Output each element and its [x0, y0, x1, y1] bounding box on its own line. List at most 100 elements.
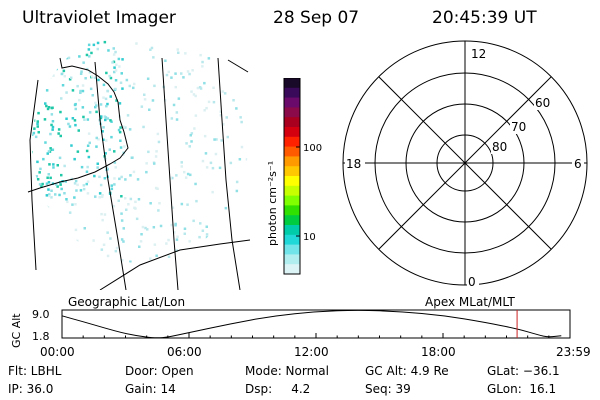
emission-pixel: [238, 88, 241, 91]
emission-pixel: [165, 73, 169, 77]
emission-pixel: [222, 123, 225, 126]
emission-pixel: [130, 156, 134, 159]
emission-pixel: [36, 178, 40, 181]
emission-pixel: [83, 118, 86, 121]
emission-pixel: [188, 145, 191, 148]
emission-pixel: [110, 184, 113, 187]
emission-pixel: [36, 125, 39, 128]
emission-pixel: [114, 50, 117, 54]
emission-pixel: [100, 248, 104, 251]
emission-pixel: [205, 233, 209, 236]
emission-pixel: [207, 251, 210, 255]
emission-pixel: [106, 102, 109, 106]
emission-pixel: [113, 183, 116, 186]
emission-pixel: [205, 236, 209, 239]
emission-pixel: [94, 195, 97, 198]
emission-pixel: [120, 212, 123, 215]
emission-pixel: [68, 211, 72, 214]
emission-pixel: [239, 116, 242, 119]
emission-pixel: [229, 161, 233, 165]
emission-pixel: [183, 227, 187, 230]
emission-pixel: [102, 138, 105, 141]
emission-pixel: [114, 69, 118, 72]
emission-pixel: [61, 84, 65, 87]
emission-pixel: [164, 59, 167, 62]
emission-pixel: [47, 106, 51, 109]
emission-pixel: [50, 56, 54, 59]
emission-pixel: [250, 224, 253, 227]
mode-info: Mode: Normal: [245, 364, 329, 378]
emission-pixel: [102, 83, 106, 87]
emission-pixel: [66, 200, 69, 204]
emission-pixel: [186, 203, 189, 206]
emission-pixel: [199, 255, 202, 259]
emission-pixel: [180, 161, 183, 164]
emission-pixel: [56, 164, 59, 167]
mlat-label-70: 70: [511, 120, 526, 134]
emission-pixel: [184, 52, 187, 55]
orbit-altitude-timeline: GC Alt 9.0 1.8 00:00 06:00 12:00 18:00 2…: [10, 308, 591, 359]
emission-pixel: [41, 214, 44, 217]
emission-pixel: [60, 97, 63, 100]
emission-pixel: [112, 204, 116, 208]
emission-pixel: [129, 197, 133, 201]
emission-pixel: [113, 70, 116, 74]
emission-pixel: [71, 203, 74, 206]
emission-pixel: [101, 194, 104, 197]
emission-pixel: [44, 141, 47, 144]
emission-pixel: [232, 99, 235, 102]
altitude-curve: [61, 309, 562, 339]
emission-pixel: [103, 213, 107, 216]
emission-pixel: [46, 246, 50, 250]
gain-info: Gain: 14: [125, 382, 176, 396]
colorbar-swatch: [284, 176, 300, 187]
mlat-label-80: 80: [492, 140, 507, 154]
emission-pixel: [98, 192, 102, 195]
emission-pixel: [49, 132, 52, 136]
geographic-latlon-label: Geographic Lat/Lon: [68, 295, 186, 309]
colorbar-swatch: [284, 215, 300, 226]
emission-pixel: [86, 144, 90, 147]
emission-pixel: [84, 77, 87, 80]
emission-pixel: [137, 198, 141, 201]
emission-pixel: [83, 227, 86, 230]
emission-pixel: [205, 166, 209, 169]
emission-pixel: [78, 98, 81, 102]
emission-pixel: [90, 75, 94, 78]
emission-pixel: [119, 146, 123, 149]
emission-pixel: [128, 84, 131, 88]
emission-pixel: [238, 158, 242, 161]
emission-pixel: [86, 118, 90, 121]
emission-pixel: [47, 173, 50, 176]
emission-pixel: [59, 183, 62, 186]
emission-pixel: [221, 90, 225, 93]
emission-pixel: [110, 187, 114, 191]
emission-pixel: [32, 108, 34, 112]
emission-pixel: [86, 165, 89, 169]
emission-pixel: [109, 76, 113, 80]
emission-pixel: [132, 86, 135, 90]
emission-pixel: [86, 180, 90, 183]
emission-pixel: [111, 61, 114, 64]
emission-pixel: [183, 170, 186, 174]
y-tick-min: 1.8: [32, 330, 50, 343]
emission-pixel: [180, 202, 184, 206]
emission-pixel: [239, 212, 243, 216]
emission-pixel: [39, 257, 43, 260]
emission-pixel: [88, 55, 91, 58]
emission-pixel: [177, 51, 180, 54]
emission-pixel: [46, 176, 49, 179]
emission-pixel: [49, 147, 52, 150]
emission-pixel: [55, 67, 58, 71]
emission-pixel: [105, 139, 108, 142]
emission-pixel: [237, 223, 240, 226]
emission-pixel: [167, 70, 170, 74]
emission-pixel: [149, 257, 152, 260]
emission-pixel: [193, 127, 196, 130]
colorbar-swatch: [284, 156, 300, 167]
colorbar-swatch: [284, 225, 300, 236]
emission-pixel: [180, 165, 183, 168]
emission-pixel: [45, 104, 48, 108]
emission-pixel: [134, 207, 137, 210]
emission-pixel: [213, 138, 216, 141]
